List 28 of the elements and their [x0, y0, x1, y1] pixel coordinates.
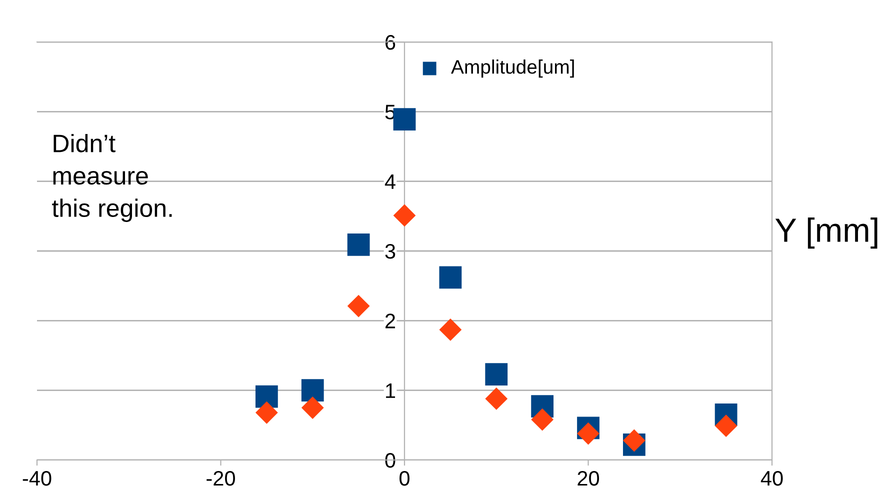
x-tick-label: -20 — [206, 470, 235, 486]
point — [485, 363, 508, 386]
legend-label: Amplitude[um] — [451, 60, 574, 78]
point — [439, 318, 462, 341]
x-tick-label: 0 — [400, 470, 410, 486]
x-tick-label: 20 — [578, 470, 600, 486]
x-tick-label: -40 — [22, 470, 52, 486]
point — [393, 204, 416, 227]
point — [439, 266, 462, 289]
point — [347, 234, 370, 256]
point — [347, 294, 370, 318]
point — [255, 385, 278, 408]
point — [714, 414, 738, 438]
y-tick-label: 1 — [386, 384, 396, 398]
point — [622, 429, 646, 452]
point — [393, 108, 416, 131]
y-tick-label: 2 — [386, 314, 395, 328]
y-tick-label: 4 — [384, 174, 396, 189]
point — [531, 408, 554, 431]
x-axis-title: Y [mm] — [775, 218, 878, 249]
point — [255, 401, 278, 424]
point — [485, 387, 508, 410]
annotation: Didn’t measure this region. — [52, 134, 172, 222]
point — [301, 396, 324, 419]
y-tick-label: 3 — [385, 244, 396, 259]
x-tick-label: 40 — [760, 470, 783, 486]
point — [301, 379, 324, 402]
point — [577, 422, 600, 445]
